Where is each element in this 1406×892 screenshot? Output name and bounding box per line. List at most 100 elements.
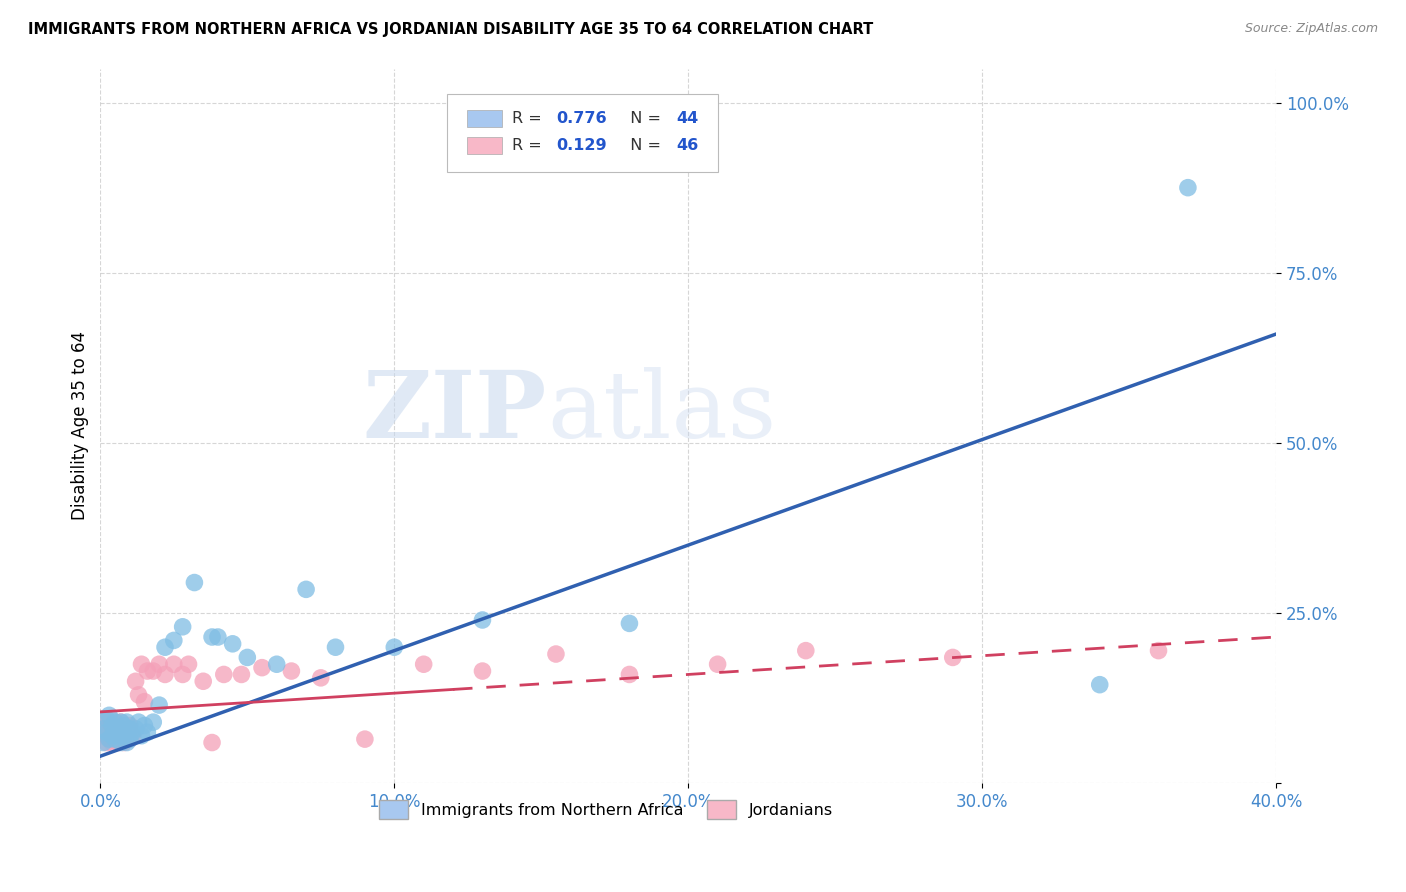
Point	[107, 729, 129, 743]
Point	[91, 735, 114, 749]
Point	[128, 715, 150, 730]
Point	[96, 722, 118, 736]
Point	[121, 725, 143, 739]
Point	[112, 729, 135, 743]
Point	[471, 664, 494, 678]
Point	[91, 722, 114, 736]
Text: R =: R =	[512, 138, 547, 153]
Point	[231, 667, 253, 681]
Point	[136, 664, 159, 678]
Point	[118, 718, 141, 732]
Text: IMMIGRANTS FROM NORTHERN AFRICA VS JORDANIAN DISABILITY AGE 35 TO 64 CORRELATION: IMMIGRANTS FROM NORTHERN AFRICA VS JORDA…	[28, 22, 873, 37]
Point	[172, 667, 194, 681]
Point	[98, 732, 121, 747]
Point	[124, 674, 146, 689]
Point	[131, 657, 153, 672]
Point	[110, 715, 132, 730]
Point	[128, 688, 150, 702]
Point	[98, 715, 121, 730]
Point	[104, 715, 127, 730]
Text: 44: 44	[676, 112, 699, 126]
Point	[91, 729, 114, 743]
Point	[153, 640, 176, 655]
Point	[295, 582, 318, 597]
Point	[148, 698, 170, 712]
Point	[183, 575, 205, 590]
Point	[1147, 643, 1170, 657]
Point	[124, 722, 146, 736]
Point	[115, 715, 138, 730]
Point	[98, 708, 121, 723]
Point	[236, 650, 259, 665]
Text: ZIP: ZIP	[363, 367, 547, 457]
Point	[177, 657, 200, 672]
Point	[96, 712, 118, 726]
Text: atlas: atlas	[547, 367, 776, 457]
Point	[142, 715, 165, 730]
Point	[118, 732, 141, 747]
Point	[280, 664, 302, 678]
Point	[96, 735, 118, 749]
Point	[101, 729, 124, 743]
Point	[134, 695, 156, 709]
Point	[201, 630, 224, 644]
Point	[207, 630, 229, 644]
Point	[412, 657, 434, 672]
Point	[1177, 180, 1199, 194]
Text: 0.776: 0.776	[557, 112, 607, 126]
Point	[112, 735, 135, 749]
Point	[153, 667, 176, 681]
Point	[706, 657, 728, 672]
Point	[142, 664, 165, 678]
Point	[619, 667, 641, 681]
Point	[104, 729, 127, 743]
Point	[112, 718, 135, 732]
FancyBboxPatch shape	[467, 137, 502, 154]
Point	[115, 725, 138, 739]
Point	[212, 667, 235, 681]
Point	[163, 633, 186, 648]
Point	[266, 657, 288, 672]
Point	[107, 722, 129, 736]
Point	[134, 718, 156, 732]
Point	[619, 616, 641, 631]
FancyBboxPatch shape	[467, 110, 502, 128]
Point	[98, 732, 121, 747]
Point	[309, 671, 332, 685]
Text: R =: R =	[512, 112, 547, 126]
Point	[148, 657, 170, 672]
Point	[110, 732, 132, 747]
Point	[118, 722, 141, 736]
Point	[107, 735, 129, 749]
Text: N =: N =	[620, 112, 666, 126]
Point	[118, 732, 141, 747]
Point	[91, 712, 114, 726]
Point	[221, 637, 243, 651]
Text: 46: 46	[676, 138, 699, 153]
Text: 0.129: 0.129	[557, 138, 607, 153]
Point	[544, 647, 567, 661]
Point	[354, 732, 377, 747]
Point	[131, 729, 153, 743]
Point	[382, 640, 405, 655]
Point	[110, 735, 132, 749]
Text: N =: N =	[620, 138, 666, 153]
Point	[110, 715, 132, 730]
Point	[101, 718, 124, 732]
Point	[325, 640, 347, 655]
Point	[794, 643, 817, 657]
Point	[104, 715, 127, 730]
Point	[250, 660, 273, 674]
Point	[115, 735, 138, 749]
Point	[172, 620, 194, 634]
Point	[163, 657, 186, 672]
FancyBboxPatch shape	[447, 94, 717, 172]
Point	[136, 725, 159, 739]
Point	[101, 735, 124, 749]
Point	[1088, 678, 1111, 692]
Point	[942, 650, 965, 665]
Legend: Immigrants from Northern Africa, Jordanians: Immigrants from Northern Africa, Jordani…	[373, 793, 839, 825]
Point	[121, 729, 143, 743]
Point	[193, 674, 215, 689]
Text: Source: ZipAtlas.com: Source: ZipAtlas.com	[1244, 22, 1378, 36]
